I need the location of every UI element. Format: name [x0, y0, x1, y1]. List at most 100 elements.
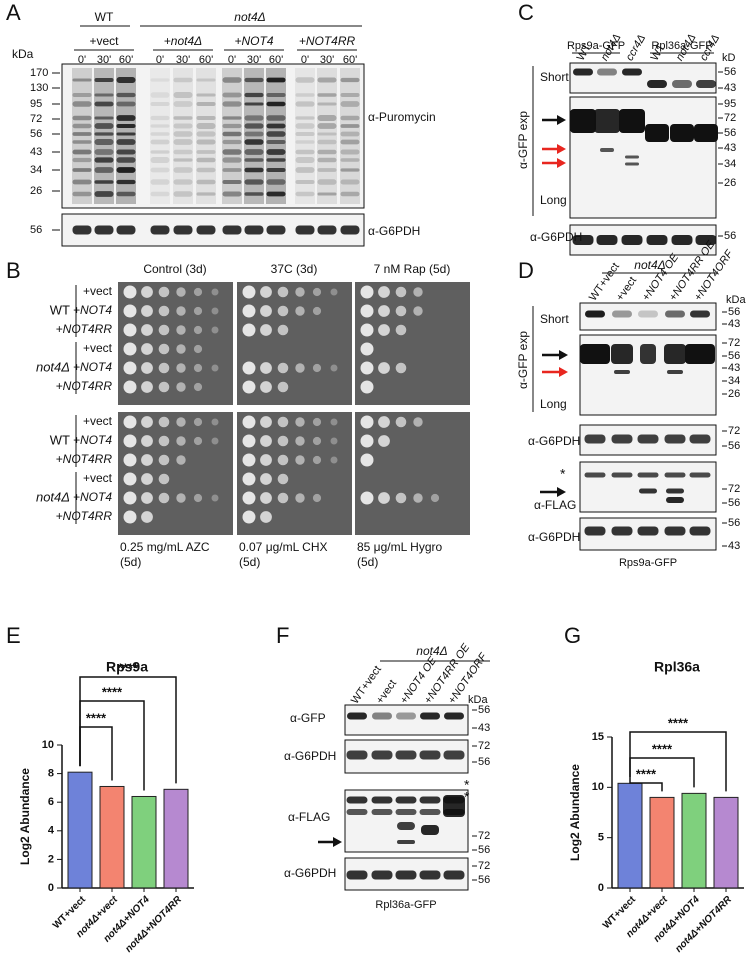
blot-band: [671, 235, 693, 245]
yeast-spot: [378, 324, 390, 336]
mw-marker: 56: [478, 874, 490, 886]
label: 0': [156, 54, 164, 66]
significance-label: ****: [652, 741, 673, 756]
mw-marker: 95: [724, 98, 736, 110]
label: α-GFP exp: [516, 111, 530, 169]
label: +NOT4RR: [56, 452, 113, 466]
yeast-spot: [193, 306, 203, 316]
yeast-spot: [395, 324, 407, 336]
blot-band: [340, 124, 360, 128]
label: +vect: [83, 284, 113, 298]
significance-label: ****: [102, 684, 123, 699]
blot-band: [150, 115, 170, 121]
blot-band: [196, 167, 216, 173]
blot-band: [244, 92, 264, 98]
yeast-spot: [211, 364, 219, 372]
label: +vect: [614, 275, 639, 304]
yeast-spot: [211, 437, 219, 445]
yeast-spot: [330, 437, 338, 445]
yeast-spot: [176, 363, 186, 373]
blot-band: [611, 344, 633, 364]
blot-smear: [295, 68, 315, 204]
y-tick-label: 0: [598, 882, 604, 894]
blot-band: [94, 123, 114, 129]
blot-band: [173, 139, 193, 145]
mw-marker: 72: [728, 483, 740, 495]
label: 30': [97, 54, 111, 66]
blot-band: [646, 235, 668, 245]
blot-band: [346, 796, 368, 804]
blot-band: [222, 180, 242, 184]
blot-band: [244, 123, 264, 129]
label: +NOT4RR: [56, 379, 113, 393]
blot-band: [72, 140, 92, 144]
bar: [649, 796, 675, 889]
blot-band: [222, 77, 242, 83]
yeast-spot: [158, 492, 170, 504]
blot-band: [116, 139, 136, 145]
blot-band: [371, 796, 393, 804]
mw-marker: 72: [724, 112, 736, 124]
yeast-spot: [158, 362, 170, 374]
panel-label: D: [518, 258, 534, 283]
arrow-head: [557, 158, 566, 168]
blot-band: [664, 526, 686, 536]
chart-title: Rps9a: [106, 659, 148, 675]
blot-band: [611, 526, 633, 536]
blot-band: [150, 132, 170, 136]
blot-band: [664, 434, 686, 444]
plate: [118, 282, 233, 405]
blot-band: [94, 132, 114, 136]
panel-label: G: [564, 623, 581, 648]
blot-band: [72, 179, 92, 185]
blot-band: [72, 78, 92, 82]
label: +NOT4: [73, 433, 112, 447]
yeast-spot: [395, 362, 407, 374]
y-tick-label: 2: [48, 853, 54, 865]
yeast-spot: [176, 382, 186, 392]
label: not4Δ: [36, 489, 70, 504]
blot-band: [340, 101, 360, 107]
yeast-spot: [123, 453, 137, 467]
bar: [713, 796, 739, 889]
mw-marker: 130: [30, 82, 48, 94]
x-tick-label: not4Δ+NOT4RR: [123, 894, 184, 955]
yeast-spot: [141, 435, 153, 447]
blot-band: [72, 93, 92, 97]
blot-band: [347, 712, 367, 720]
blot-band: [625, 155, 639, 159]
blot-band: [94, 157, 114, 163]
blot-band: [222, 168, 242, 172]
mw-marker: 56: [724, 127, 736, 139]
blot-band: [666, 488, 684, 494]
yeast-spot: [242, 380, 256, 394]
blot-band: [670, 124, 694, 142]
blot-band: [340, 92, 360, 98]
blot-band: [266, 77, 286, 83]
label: 30': [320, 54, 334, 66]
blot-band: [72, 149, 92, 155]
yeast-spot: [158, 324, 170, 336]
label: +NOT4RR: [299, 34, 356, 48]
yeast-spot: [176, 417, 186, 427]
blot-smear: [72, 68, 92, 204]
blot-band: [116, 179, 136, 185]
y-tick-label: 8: [48, 768, 54, 780]
blot-band: [371, 809, 393, 815]
blot-band: [116, 101, 136, 107]
label: Rps9a-GFP: [567, 40, 625, 52]
yeast-spot: [330, 364, 338, 372]
blot-band: [150, 167, 170, 173]
blot-band: [222, 123, 242, 129]
blot-band: [116, 77, 136, 83]
plate: [355, 282, 470, 405]
blot-band: [685, 344, 715, 364]
yeast-spot: [242, 510, 256, 524]
yeast-spot: [123, 304, 137, 318]
blot-band: [594, 109, 620, 133]
blot-band: [395, 870, 417, 880]
label: (5d): [357, 555, 378, 569]
blot-band: [173, 77, 193, 83]
yeast-spot: [312, 363, 322, 373]
blot-band: [444, 712, 464, 720]
